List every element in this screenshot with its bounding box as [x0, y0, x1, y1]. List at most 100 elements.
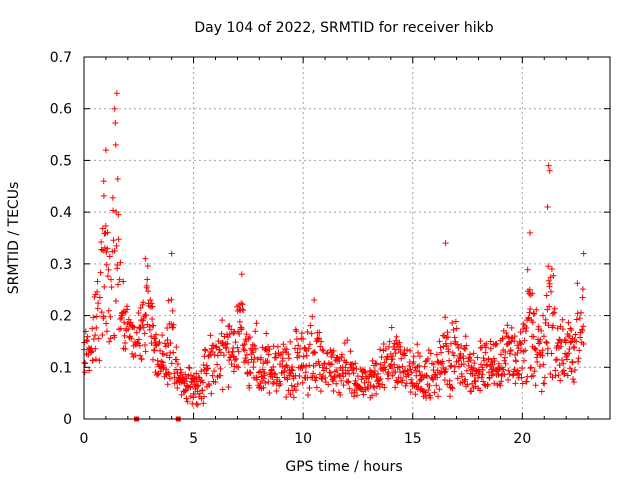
data-point [302, 369, 309, 376]
data-point [323, 365, 330, 372]
data-point [97, 269, 104, 276]
data-point [509, 372, 516, 379]
data-point [354, 392, 361, 399]
data-point [209, 349, 216, 356]
data-point [441, 377, 448, 384]
data-points [81, 90, 587, 422]
data-point [538, 327, 545, 334]
data-point [288, 382, 295, 389]
data-point [358, 376, 365, 383]
data-point [255, 369, 262, 376]
data-point [113, 242, 120, 249]
data-point [304, 374, 311, 381]
data-point [570, 378, 577, 385]
data-point [377, 376, 384, 383]
data-point [171, 374, 178, 381]
data-point [290, 394, 297, 401]
data-point [96, 357, 103, 364]
data-point [396, 339, 403, 346]
data-point [384, 354, 391, 361]
data-point [111, 105, 118, 112]
data-point [138, 356, 145, 363]
data-point [527, 229, 534, 236]
data-point [350, 365, 357, 372]
data-point [489, 370, 496, 377]
data-point [219, 386, 226, 393]
data-point [115, 281, 122, 288]
data-point [400, 368, 407, 375]
data-point [427, 394, 434, 401]
data-point [298, 330, 305, 337]
data-point [319, 346, 326, 353]
data-point [316, 362, 323, 369]
data-point [114, 176, 121, 183]
y-axis-label: SRMTID / TECUs [6, 182, 22, 295]
data-point [548, 350, 555, 357]
data-point [101, 283, 108, 290]
data-point [281, 367, 288, 374]
data-point [164, 337, 171, 344]
data-point [540, 361, 547, 368]
data-point [460, 355, 467, 362]
data-point [493, 340, 500, 347]
data-point [407, 366, 414, 373]
data-point [280, 341, 287, 348]
data-point [416, 353, 423, 360]
data-point [117, 259, 124, 266]
data-point [133, 329, 140, 336]
data-point [462, 333, 469, 340]
data-point [306, 341, 313, 348]
data-point [104, 273, 111, 280]
data-point [261, 372, 268, 379]
data-point [316, 335, 323, 342]
data-point [108, 284, 115, 291]
data-point [164, 381, 171, 388]
data-point [111, 248, 118, 255]
data-point [252, 345, 259, 352]
data-point [209, 372, 216, 379]
data-point [148, 333, 155, 340]
data-point [201, 346, 208, 353]
data-point [105, 307, 112, 314]
data-point [231, 357, 238, 364]
data-point [480, 378, 487, 385]
data-point [315, 358, 322, 365]
data-point [508, 335, 515, 342]
data-point [547, 371, 554, 378]
data-point [144, 276, 151, 283]
data-point [548, 265, 555, 272]
data-point [505, 376, 512, 383]
data-point [508, 324, 515, 331]
data-point [295, 342, 302, 349]
data-point [513, 358, 520, 365]
data-point [330, 387, 337, 394]
data-point [521, 337, 528, 344]
data-point [122, 309, 129, 316]
plot-frame [83, 56, 611, 420]
data-point [211, 368, 218, 375]
data-point [99, 332, 106, 339]
data-point [223, 344, 230, 351]
data-point [110, 207, 117, 214]
data-point [567, 365, 574, 372]
data-point [450, 326, 457, 333]
data-point [385, 371, 392, 378]
data-point [166, 375, 173, 382]
data-point [92, 332, 99, 339]
data-point [449, 349, 456, 356]
data-point [132, 352, 139, 359]
data-point [178, 391, 185, 398]
data-point [420, 388, 427, 395]
data-point [527, 306, 534, 313]
data-point [408, 369, 415, 376]
data-point [157, 368, 164, 375]
data-point [153, 331, 160, 338]
data-point [439, 358, 446, 365]
data-point [100, 313, 107, 320]
data-point [110, 237, 117, 244]
data-point [164, 324, 171, 331]
data-point [579, 286, 586, 293]
data-point [468, 366, 475, 373]
data-point [81, 359, 88, 366]
data-point [92, 345, 99, 352]
